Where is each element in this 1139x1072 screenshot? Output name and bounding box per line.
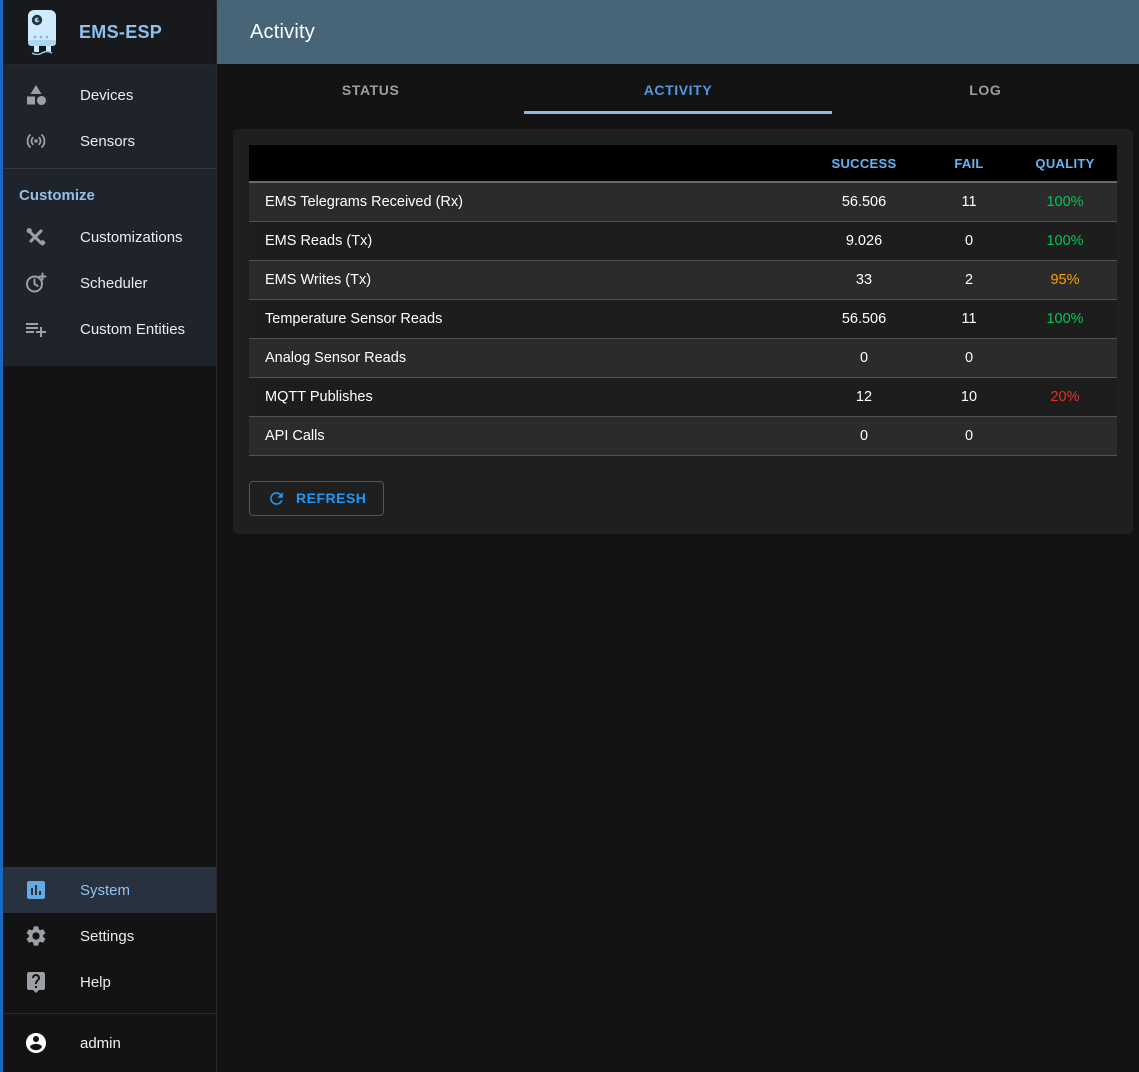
column-header-quality: QUALITY (1013, 145, 1117, 183)
row-fail: 2 (925, 260, 1013, 300)
sidebar-menu-panel: Devices Sensors Customize (3, 65, 216, 366)
row-quality (1013, 416, 1117, 456)
row-success: 9.026 (803, 221, 925, 261)
user-name: admin (80, 1034, 121, 1052)
refresh-button[interactable]: REFRESH (249, 480, 385, 516)
table-row: EMS Telegrams Received (Rx) 56.506 11 10… (249, 182, 1117, 222)
sidebar-item-label: System (80, 881, 131, 899)
construction-icon (24, 225, 48, 249)
sidebar-item-label: Settings (80, 927, 135, 945)
table-header: SUCCESS FAIL QUALITY (249, 145, 1117, 183)
column-header-fail: FAIL (925, 145, 1013, 183)
sidebar-item-customizations[interactable]: Customizations (3, 214, 216, 260)
gear-icon (24, 924, 48, 948)
sensors-icon (24, 129, 48, 153)
row-quality: 100% (1013, 221, 1117, 261)
sidebar-item-label: Custom Entities (80, 320, 186, 338)
row-name: API Calls (249, 416, 803, 456)
sidebar-item-label: Devices (80, 86, 134, 104)
page-title: Activity (250, 20, 315, 43)
live-help-icon (24, 970, 48, 994)
table-row: EMS Reads (Tx) 9.026 0 100% (249, 221, 1117, 261)
tab-status[interactable]: STATUS (341, 82, 400, 98)
tab-log[interactable]: LOG (969, 82, 1002, 98)
row-quality: 100% (1013, 182, 1117, 222)
tab-active-indicator (524, 111, 832, 114)
activity-stats-table: SUCCESS FAIL QUALITY EMS Telegrams Recei… (249, 145, 1117, 456)
column-header-success: SUCCESS (803, 145, 925, 183)
row-success: 12 (803, 377, 925, 417)
sidebar-item-devices[interactable]: Devices (3, 72, 216, 118)
column-header-name (249, 145, 803, 183)
row-name: EMS Telegrams Received (Rx) (249, 182, 803, 222)
row-name: Analog Sensor Reads (249, 338, 803, 378)
activity-card: SUCCESS FAIL QUALITY EMS Telegrams Recei… (233, 129, 1133, 534)
main-area: Activity STATUS ACTIVITY LOG SUCCESS FAI… (217, 0, 1139, 1072)
sidebar-user-admin[interactable]: admin (3, 1014, 216, 1072)
row-fail: 11 (925, 182, 1013, 222)
tab-bar: STATUS ACTIVITY LOG (217, 64, 1139, 114)
sidebar-section-header: Customize (19, 187, 95, 204)
account-circle-icon (24, 1031, 48, 1055)
sidebar-item-label: Scheduler (80, 274, 148, 292)
appbar: Activity (217, 0, 1139, 64)
content-area: SUCCESS FAIL QUALITY EMS Telegrams Recei… (217, 114, 1139, 534)
sidebar-item-settings[interactable]: Settings (3, 913, 216, 959)
refresh-button-label: REFRESH (296, 490, 367, 506)
playlist-add-icon (24, 317, 48, 341)
table-row: Temperature Sensor Reads 56.506 11 100% (249, 299, 1117, 339)
row-success: 56.506 (803, 182, 925, 222)
sidebar-header: EMS-ESP (3, 0, 216, 65)
sidebar-spacer (3, 366, 216, 867)
row-name: Temperature Sensor Reads (249, 299, 803, 339)
row-quality: 100% (1013, 299, 1117, 339)
sidebar-item-sensors[interactable]: Sensors (3, 118, 216, 164)
more-time-icon (24, 271, 48, 295)
refresh-icon (270, 491, 283, 505)
sidebar-divider (3, 168, 216, 169)
row-fail: 10 (925, 377, 1013, 417)
sidebar-divider (3, 1013, 216, 1014)
table-row: API Calls 0 0 (249, 416, 1117, 456)
category-icon (24, 83, 48, 107)
sidebar: EMS-ESP Devices (0, 0, 217, 1072)
row-success: 56.506 (803, 299, 925, 339)
sidebar-item-help[interactable]: Help (3, 959, 216, 1005)
app-title: EMS-ESP (79, 21, 163, 42)
row-fail: 0 (925, 221, 1013, 261)
sidebar-item-label: Sensors (80, 132, 136, 150)
row-name: EMS Writes (Tx) (249, 260, 803, 300)
sidebar-item-scheduler[interactable]: Scheduler (3, 260, 216, 306)
sidebar-item-system[interactable]: System (3, 867, 216, 913)
row-quality: 20% (1013, 377, 1117, 417)
row-fail: 11 (925, 299, 1013, 339)
table-row: EMS Writes (Tx) 33 2 95% (249, 260, 1117, 300)
tab-activity-label: ACTIVITY (643, 82, 713, 98)
row-fail: 0 (925, 338, 1013, 378)
sidebar-item-custom-entities[interactable]: Custom Entities (3, 306, 216, 352)
row-quality (1013, 338, 1117, 378)
row-quality: 95% (1013, 260, 1117, 300)
tab-activity[interactable]: ACTIVITY (524, 66, 832, 114)
table-row: Analog Sensor Reads 0 0 (249, 338, 1117, 378)
assessment-icon (24, 878, 48, 902)
boiler-logo-icon (28, 10, 56, 55)
row-success: 0 (803, 338, 925, 378)
row-success: 33 (803, 260, 925, 300)
row-name: EMS Reads (Tx) (249, 221, 803, 261)
sidebar-item-label: Help (80, 973, 111, 991)
row-name: MQTT Publishes (249, 377, 803, 417)
row-fail: 0 (925, 416, 1013, 456)
sidebar-item-label: Customizations (80, 228, 183, 246)
row-success: 0 (803, 416, 925, 456)
table-row: MQTT Publishes 12 10 20% (249, 377, 1117, 417)
